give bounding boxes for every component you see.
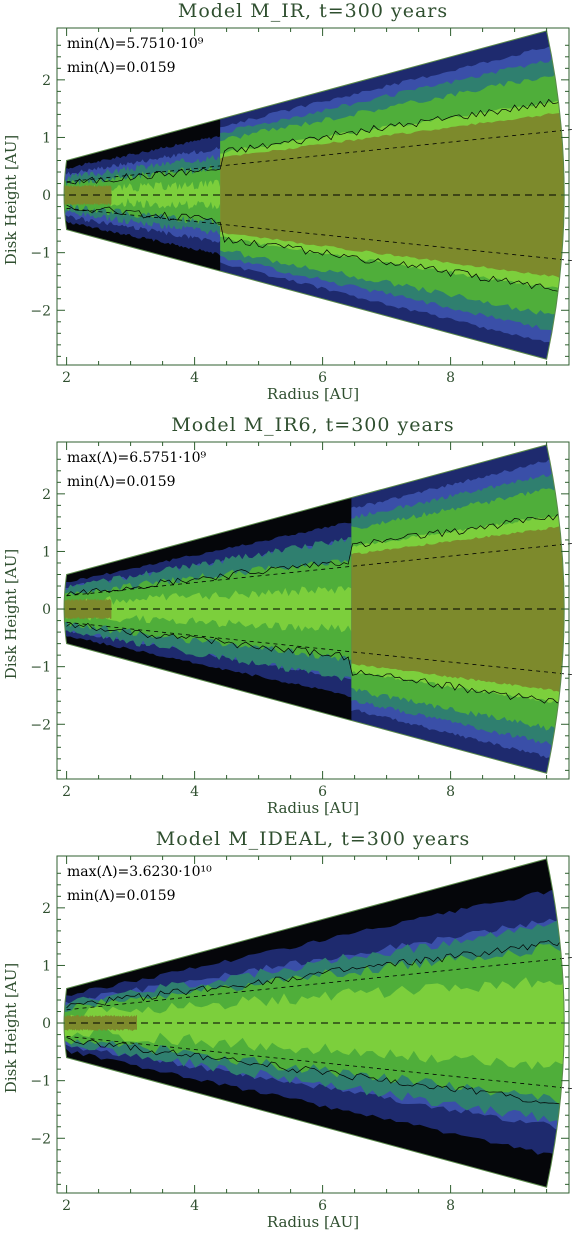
y-tick-label: −1 (30, 1074, 51, 1090)
y-tick-label: 0 (42, 188, 51, 204)
x-tick-label: 8 (446, 370, 455, 386)
y-tick-label: 0 (42, 1016, 51, 1032)
y-tick-label: −2 (30, 717, 51, 733)
contour-line (66, 204, 565, 294)
chart-plot: 2 4 6 8 −2 −1 0 1 2 min(Λ)=5.7510·10⁹ min(Λ)=0.015… (30, 27, 573, 386)
y-tick-label: 1 (42, 130, 51, 146)
y-tick-label: 2 (42, 73, 51, 89)
olive-core (220, 108, 565, 280)
contour-line (66, 510, 565, 597)
contour-line (66, 622, 565, 709)
x-tick-label: 8 (446, 1198, 455, 1214)
x-tick-label: 2 (62, 370, 71, 386)
annotation-text: min(Λ)=5.7510·10⁹ (67, 36, 204, 52)
disk-outline (63, 444, 565, 774)
y-tick-label: 1 (42, 544, 51, 560)
contour-line (66, 1037, 565, 1109)
y-tick-label: −2 (30, 303, 51, 319)
chart-title: Model M_IR6, t=300 years (171, 414, 455, 436)
x-tick-label: 6 (318, 370, 327, 386)
x-tick-label: 4 (190, 370, 199, 386)
x-tick-label: 8 (446, 784, 455, 800)
chart-plot: 2 4 6 8 −2 −1 0 1 2 max(Λ)=6.5751·10⁹ min(Λ)=0.015… (30, 441, 573, 800)
x-axis-label: Radius [AU] (266, 1213, 360, 1231)
annotation-text: min(Λ)=0.0159 (67, 888, 176, 904)
chart-plot: 2 4 6 8 −2 −1 0 1 2 max(Λ)=3.6230·10¹⁰ min(Λ)=0.01… (30, 855, 573, 1214)
annotation-text: min(Λ)=0.0159 (67, 60, 176, 76)
panel-m-ir6: Model M_IR6, t=300 years Disk Height [AU… (0, 414, 574, 826)
annotation-text: max(Λ)=6.5751·10⁹ (67, 450, 207, 466)
annotation-text: max(Λ)=3.6230·10¹⁰ (67, 864, 212, 880)
y-tick-label: −2 (30, 1131, 51, 1147)
lime-layer (64, 972, 565, 1070)
x-tick-label: 2 (62, 784, 71, 800)
y-tick-label: 0 (42, 602, 51, 618)
panel-m-ideal: Model M_IDEAL, t=300 years Disk Height [… (0, 828, 574, 1240)
contour-line (66, 95, 565, 185)
disk-field (64, 30, 565, 360)
y-tick-label: −1 (30, 660, 51, 676)
x-tick-label: 4 (190, 784, 199, 800)
plot-frame (56, 855, 570, 1194)
y-tick-label: −1 (30, 246, 51, 262)
chart-title: Model M_IR, t=300 years (177, 0, 449, 22)
y-tick-label: 2 (42, 901, 51, 917)
chart-title: Model M_IDEAL, t=300 years (155, 828, 471, 850)
x-axis-label: Radius [AU] (266, 799, 360, 817)
x-axis-label: Radius [AU] (266, 385, 360, 403)
panel-m-ir: Model M_IR, t=300 years Disk Height [AU]… (0, 0, 574, 412)
disk-outline (63, 30, 565, 360)
x-tick-label: 2 (62, 1198, 71, 1214)
contour-line (66, 939, 565, 1009)
x-tick-label: 6 (318, 1198, 327, 1214)
plot-frame (56, 27, 570, 366)
x-tick-label: 4 (190, 1198, 199, 1214)
x-tick-label: 6 (318, 784, 327, 800)
annotation-text: min(Λ)=0.0159 (67, 474, 176, 490)
y-tick-label: 1 (42, 958, 51, 974)
disk-outline (63, 858, 565, 1188)
plot-frame (56, 441, 570, 780)
lime-layer (64, 179, 221, 210)
y-tick-label: 2 (42, 487, 51, 503)
